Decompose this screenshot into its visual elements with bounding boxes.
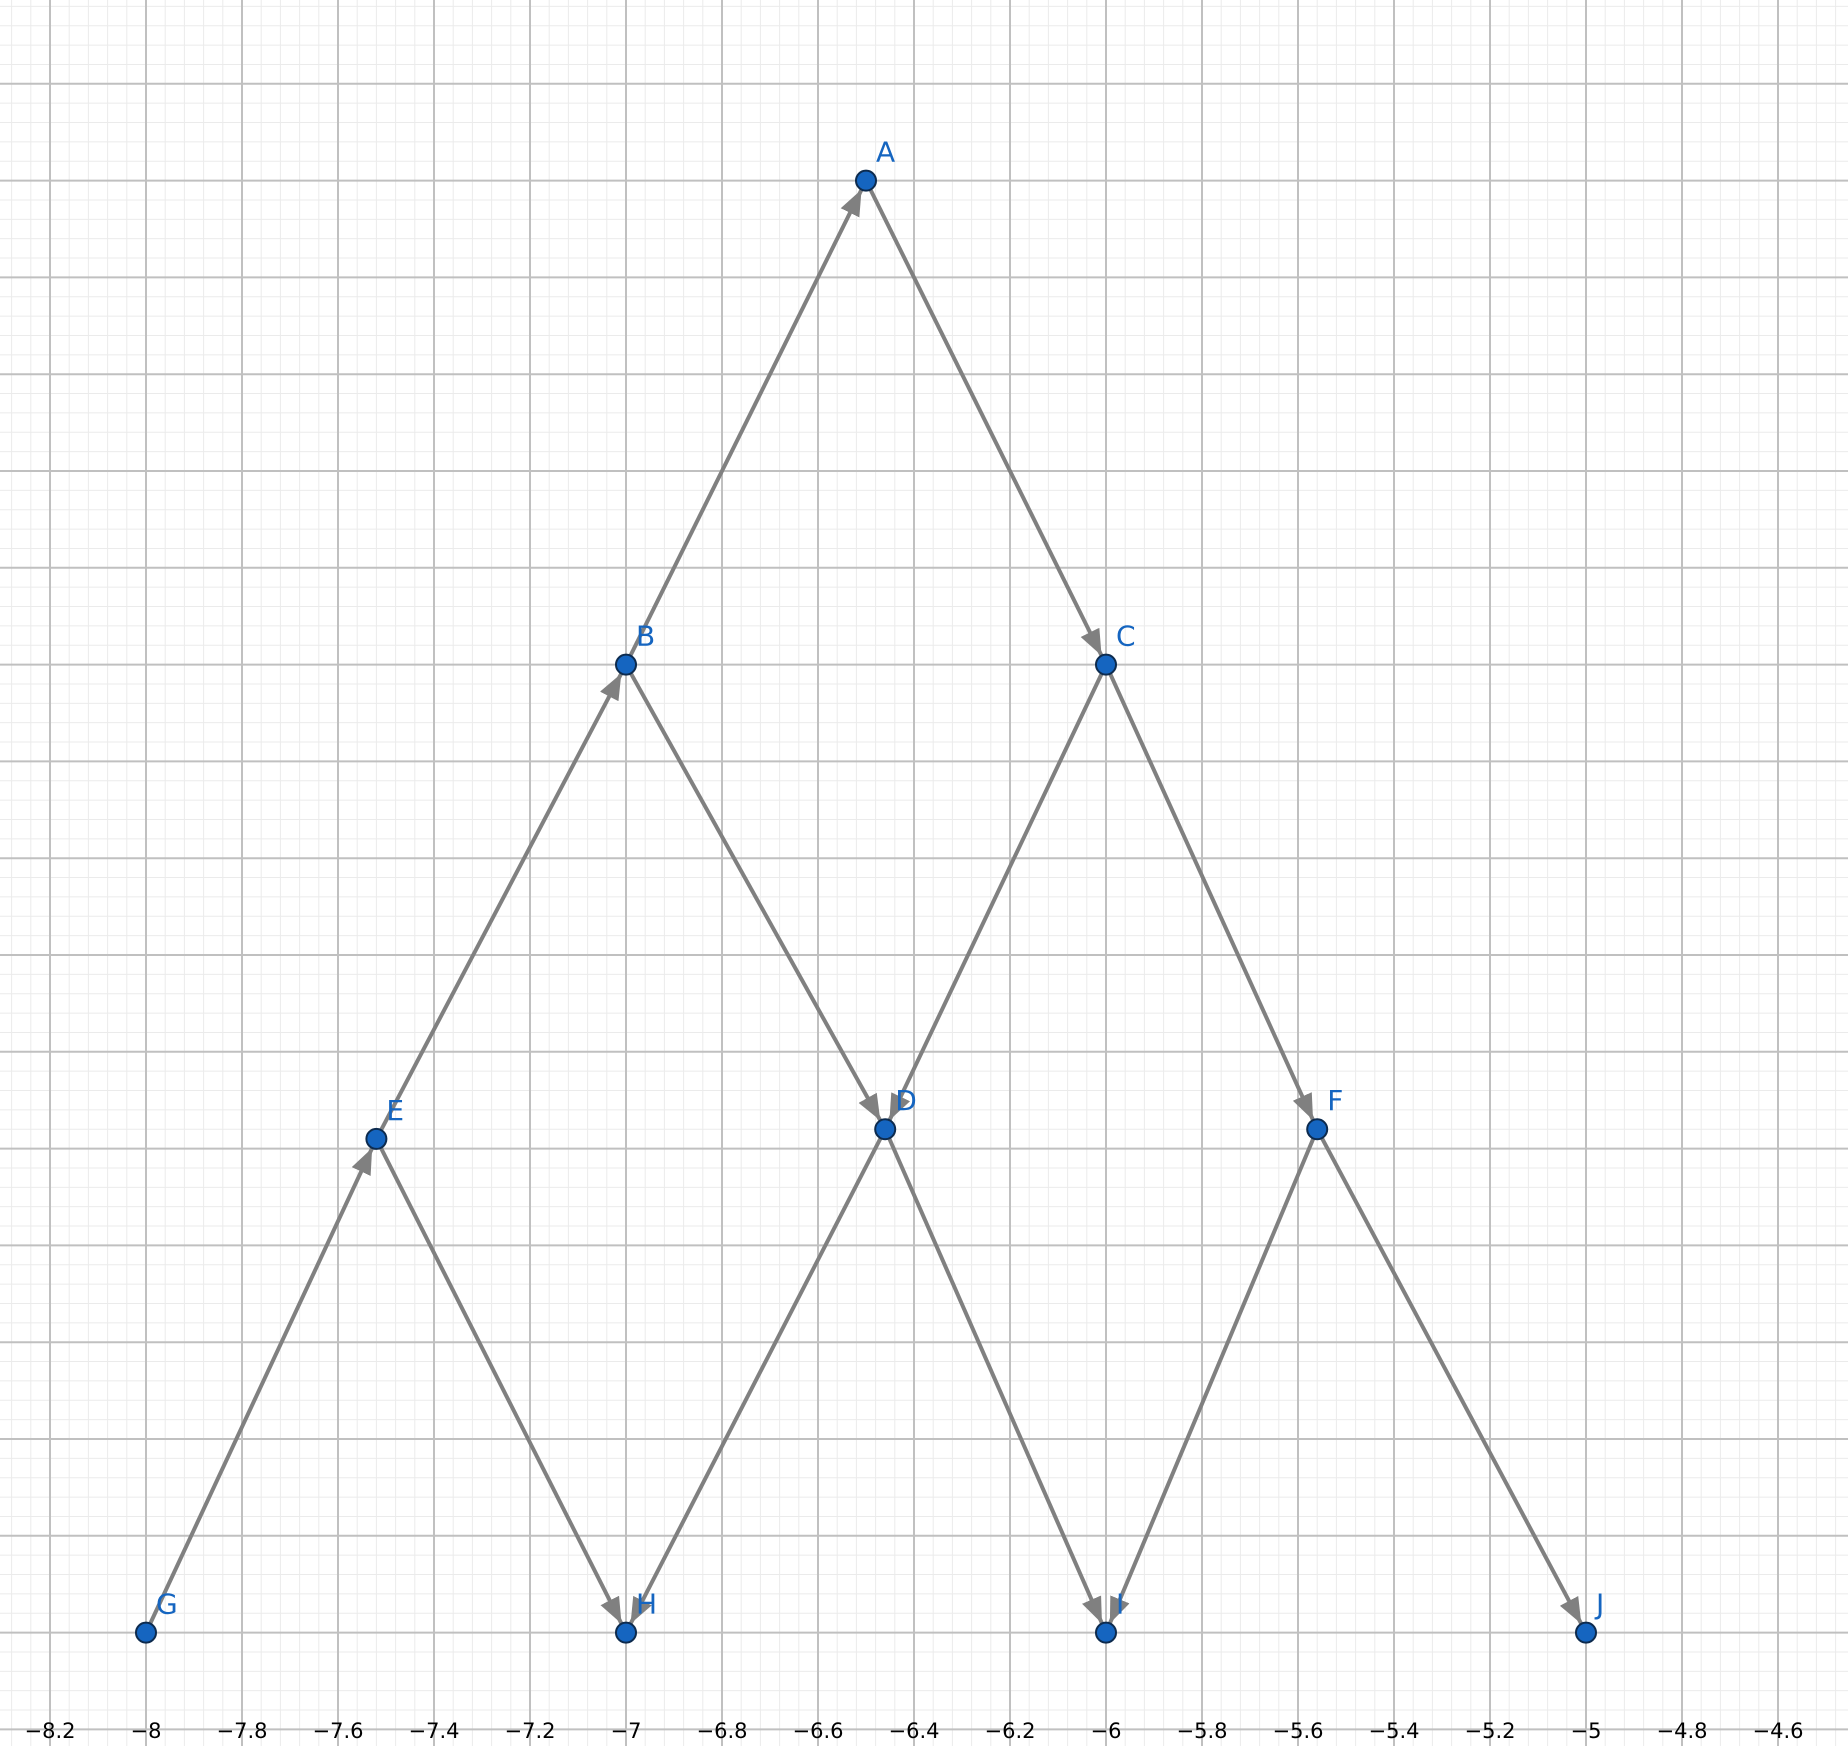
x-tick-label: −7.2 xyxy=(505,1719,556,1743)
point-label-I: I xyxy=(1116,1588,1124,1621)
point-A xyxy=(855,169,877,192)
x-tick-label: −6.4 xyxy=(889,1719,940,1743)
x-tick-label: −4.6 xyxy=(1753,1719,1804,1743)
x-axis-tick-labels: −8.2 −8 −7.8 −7.6 −7.4 −7.2 −7 −6.8 −6.6 −6.4 −6.2… xyxy=(25,1719,1804,1743)
edge-D-H xyxy=(628,1128,887,1625)
point-labels: A B C D E F G H I J xyxy=(156,136,1604,1621)
point-H xyxy=(615,1621,637,1644)
x-tick-label: −6.6 xyxy=(793,1719,844,1743)
x-tick-label: −5.8 xyxy=(1177,1719,1228,1743)
x-tick-label: −5.6 xyxy=(1273,1719,1324,1743)
edge-A-C xyxy=(864,179,1104,657)
x-tick-label: −4.8 xyxy=(1657,1719,1708,1743)
point-label-B: B xyxy=(636,620,655,653)
point-label-G: G xyxy=(156,1588,178,1621)
x-tick-label: −7.8 xyxy=(217,1719,268,1743)
point-label-A: A xyxy=(876,136,895,169)
edge-C-D xyxy=(887,663,1108,1122)
x-tick-label: −7.6 xyxy=(313,1719,364,1743)
x-tick-label: −6.2 xyxy=(985,1719,1036,1743)
edge-B-A xyxy=(624,188,864,666)
point-D xyxy=(874,1118,897,1141)
x-tick-label: −5.4 xyxy=(1369,1719,1420,1743)
point-label-E: E xyxy=(386,1094,404,1127)
x-tick-label: −6.8 xyxy=(697,1719,748,1743)
edge-G-E xyxy=(144,1147,374,1634)
x-tick-label: −5.2 xyxy=(1465,1719,1516,1743)
x-tick-label: −8.2 xyxy=(25,1719,76,1743)
x-tick-label: −6 xyxy=(1091,1719,1122,1743)
point-J xyxy=(1575,1621,1597,1644)
edge-C-F xyxy=(1104,663,1315,1121)
point-label-D: D xyxy=(895,1084,917,1117)
point-I xyxy=(1095,1621,1117,1644)
point-E xyxy=(365,1127,388,1150)
graph-points xyxy=(135,169,1597,1644)
point-label-H: H xyxy=(636,1588,657,1621)
point-B xyxy=(615,653,637,676)
edge-D-I xyxy=(883,1128,1104,1625)
edge-B-D xyxy=(624,663,883,1122)
directed-edges xyxy=(144,179,1584,1634)
point-C xyxy=(1095,653,1117,676)
x-tick-label: −7 xyxy=(611,1719,642,1743)
point-label-F: F xyxy=(1327,1084,1343,1117)
point-label-C: C xyxy=(1116,620,1136,653)
edge-E-H xyxy=(374,1138,624,1625)
edge-F-J xyxy=(1315,1128,1584,1625)
edge-E-B xyxy=(374,672,624,1140)
x-tick-label: −5 xyxy=(1571,1719,1602,1743)
point-F xyxy=(1306,1118,1329,1141)
x-tick-label: −7.4 xyxy=(409,1719,460,1743)
point-label-J: J xyxy=(1594,1588,1604,1621)
edge-F-I xyxy=(1108,1128,1320,1625)
point-G xyxy=(135,1621,157,1644)
x-tick-label: −8 xyxy=(131,1719,162,1743)
